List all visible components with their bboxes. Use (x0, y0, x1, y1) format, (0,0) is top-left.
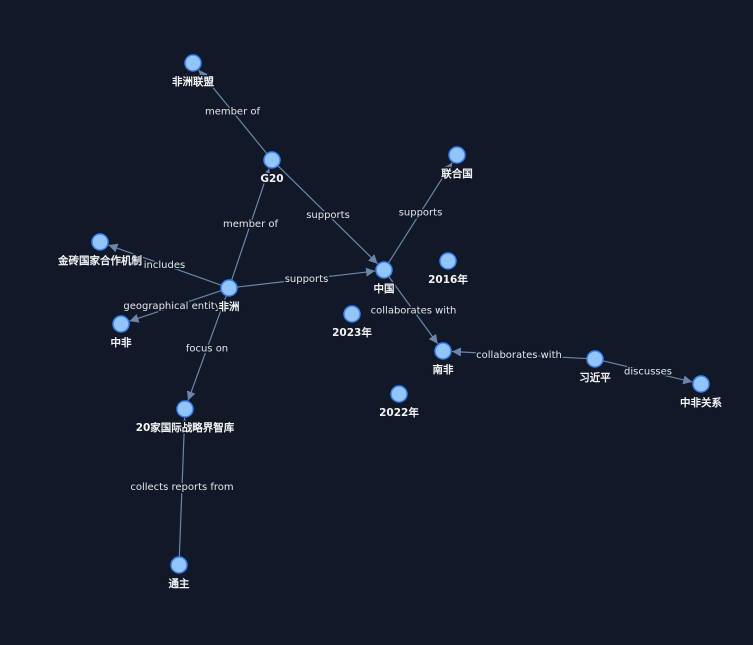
edge-africa-brics (108, 243, 222, 286)
node-g20[interactable]: G20 (259, 151, 285, 187)
edge-label: geographical entity (123, 301, 220, 312)
node-label: 2022年 (379, 406, 419, 419)
node-circle[interactable] (448, 146, 466, 164)
edge-label: collaborates with (371, 306, 457, 317)
edge-label: focus on (186, 344, 228, 355)
node-circle[interactable] (434, 342, 452, 360)
edge-africa-g20 (230, 168, 271, 281)
node-africa[interactable]: 非洲 (217, 279, 241, 315)
node-circle[interactable] (586, 350, 604, 368)
node-circle[interactable] (176, 400, 194, 418)
edge-china-south-africa (388, 276, 439, 345)
edge-label: collects reports from (130, 482, 233, 493)
edge-label: member of (205, 107, 261, 118)
edge-xi-sino-african-relations (602, 360, 693, 385)
node-circle[interactable] (91, 233, 109, 251)
node-circle[interactable] (170, 556, 188, 574)
edge-weekly-think-tanks (178, 417, 189, 558)
node-circle[interactable] (263, 151, 281, 169)
node-un[interactable]: 联合国 (440, 146, 474, 182)
node-brics[interactable]: 金砖国家合作机制 (56, 233, 144, 269)
edge-china-un (387, 162, 453, 264)
edge-africa-think-tanks (186, 295, 227, 401)
node-label: 2016年 (428, 273, 468, 286)
edge-label: supports (399, 208, 443, 219)
node-label: 2023年 (332, 326, 372, 339)
node-label: 通主 (169, 577, 190, 590)
edge-label: supports (285, 274, 329, 285)
node-weekly[interactable]: 通主 (167, 556, 191, 592)
edge-label: member of (223, 219, 279, 230)
edge-label: supports (306, 210, 350, 221)
node-circle[interactable] (692, 375, 710, 393)
node-label: 中非关系 (680, 396, 722, 409)
node-china-africa[interactable]: 中非 (109, 315, 133, 351)
node-label: 非洲 (219, 300, 240, 313)
node-circle[interactable] (439, 252, 457, 270)
edge-label: discusses (624, 367, 672, 378)
node-south-africa[interactable]: 南非 (431, 342, 455, 378)
node-circle[interactable] (375, 261, 393, 279)
node-label: 中国 (374, 282, 395, 295)
node-label: 非洲联盟 (172, 75, 214, 88)
node-y2023[interactable]: 2023年 (331, 305, 374, 341)
node-label: 习近平 (579, 371, 611, 384)
node-circle[interactable] (220, 279, 238, 297)
node-african-union[interactable]: 非洲联盟 (171, 54, 216, 90)
edge-g20-china (277, 165, 378, 265)
node-china[interactable]: 中国 (372, 261, 396, 297)
node-y2022[interactable]: 2022年 (378, 385, 421, 421)
node-circle[interactable] (343, 305, 361, 323)
edges-layer (108, 69, 693, 558)
node-label: 20家国际战略界智库 (136, 421, 235, 434)
node-circle[interactable] (390, 385, 408, 403)
edge-g20-african-union (198, 69, 268, 155)
node-label: 金砖国家合作机制 (57, 254, 142, 267)
node-circle[interactable] (112, 315, 130, 333)
node-y2016[interactable]: 2016年 (427, 252, 470, 288)
edge-xi-south-africa (451, 347, 588, 360)
node-label: G20 (260, 173, 283, 185)
node-circle[interactable] (184, 54, 202, 72)
node-label: 中非 (111, 336, 132, 349)
node-label: 南非 (433, 363, 454, 376)
node-sino-african-relations[interactable]: 中非关系 (679, 375, 724, 411)
edge-africa-china-africa (129, 289, 222, 323)
edge-label: collaborates with (476, 350, 562, 361)
node-think-tanks[interactable]: 20家国际战略界智库 (134, 400, 236, 436)
edge-label: includes (144, 260, 185, 271)
node-xi[interactable]: 习近平 (578, 350, 613, 386)
edge-labels-layer: member of member of supports supports includ… (122, 105, 674, 495)
node-label: 联合国 (441, 167, 473, 180)
edge-africa-china (236, 267, 376, 288)
